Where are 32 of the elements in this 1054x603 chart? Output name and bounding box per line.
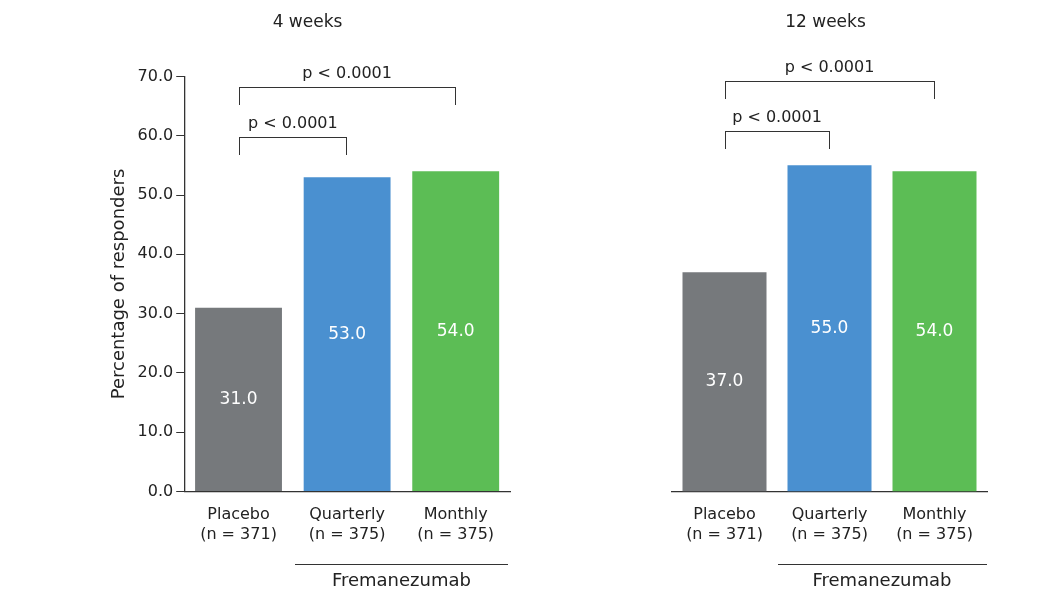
x-tick-label: Placebo (n = 371) <box>200 504 277 543</box>
bar <box>303 177 391 492</box>
bar <box>195 307 282 492</box>
y-tick-label: 60.0 <box>137 124 174 144</box>
annotation: p < 0.0001 <box>732 107 822 127</box>
data-label: 53.0 <box>328 322 367 343</box>
text: Fremanezumab <box>331 568 471 590</box>
annotation: p < 0.0001 <box>247 113 338 133</box>
y-tick-label: 50.0 <box>137 184 174 204</box>
y-tick-label: 0.0 <box>147 480 174 500</box>
y-tick-label: 70.0 <box>137 65 174 85</box>
data-label: 37.0 <box>705 370 744 391</box>
text: Fremanezumab <box>812 568 952 590</box>
text: p < 0.0001 <box>784 57 875 77</box>
annotation: p < 0.0001 <box>302 63 392 83</box>
y-tick-label: 20.0 <box>137 362 174 382</box>
bar <box>412 171 500 492</box>
y-axis-title: Percentage of responders <box>107 168 129 400</box>
data-label: 54.0 <box>436 319 475 340</box>
chart-title: 4 weeks <box>272 10 343 31</box>
x-tick-label: Monthly (n = 375) <box>896 504 973 543</box>
x-tick-label: Placebo (n = 371) <box>686 504 763 543</box>
data-label: 31.0 <box>219 387 258 408</box>
data-label: 55.0 <box>810 316 849 337</box>
chart-title: 12 weeks <box>785 10 866 31</box>
x-tick-label: Quarterly (n = 375) <box>308 504 386 543</box>
data-label: 54.0 <box>915 319 954 340</box>
y-tick-label: 30.0 <box>137 302 174 322</box>
y-tick-label: 10.0 <box>137 421 174 441</box>
x-tick-label: Monthly (n = 375) <box>417 504 495 543</box>
x-tick-label: Quarterly (n = 375) <box>791 504 868 543</box>
y-tick-label: 40.0 <box>137 243 174 263</box>
